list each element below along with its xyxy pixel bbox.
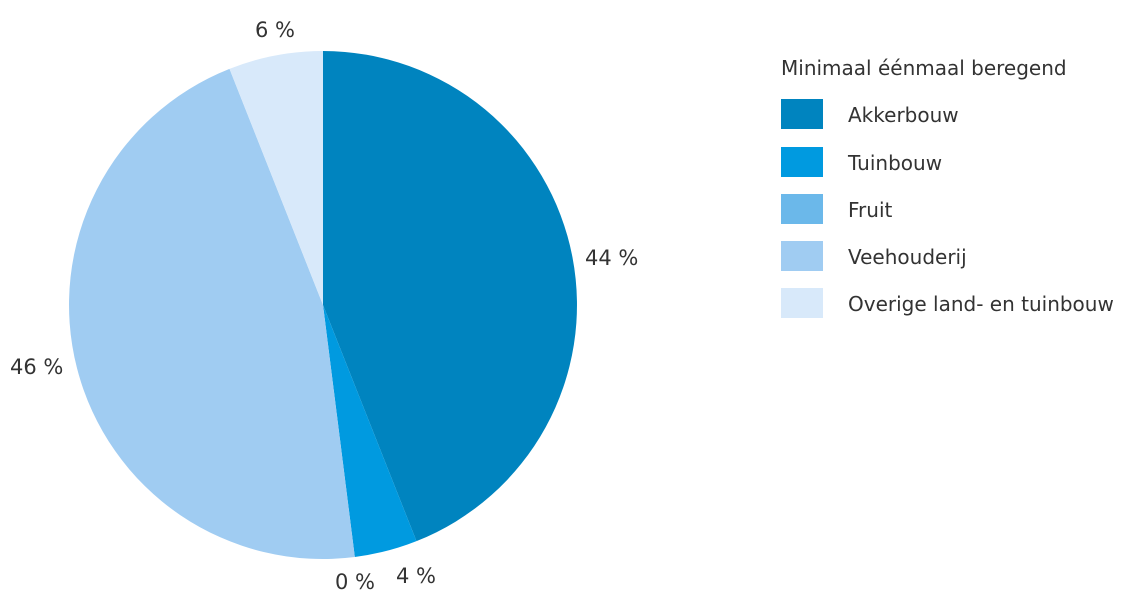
legend-swatch-fruit [781,194,823,224]
legend-swatch-veehouderij [781,241,823,271]
pie-slice-overige [229,51,323,305]
legend-swatch-tuinbouw [781,147,823,177]
legend-label-akkerbouw: Akkerbouw [848,103,959,127]
legend: Minimaal éénmaal beregend Akkerbouw Tuin… [781,56,1114,318]
slice-value-label-tuinbouw: 4 % [396,564,436,588]
pie-slices [69,51,577,560]
slice-value-label-akkerbouw: 44 % [585,246,638,270]
pie-slice-veehouderij [69,68,355,560]
legend-swatch-overige [781,288,823,318]
pie-slice-tuinbouw [323,305,417,557]
legend-title: Minimaal éénmaal beregend [781,56,1067,80]
slice-value-label-overige: 6 % [255,18,295,42]
slice-value-label-fruit: 0 % [335,570,375,594]
legend-label-overige: Overige land- en tuinbouw [848,292,1114,316]
legend-label-tuinbouw: Tuinbouw [847,151,942,175]
legend-label-veehouderij: Veehouderij [848,245,967,269]
legend-swatch-akkerbouw [781,99,823,129]
slice-value-label-veehouderij: 46 % [10,355,63,379]
pie-slice-akkerbouw [323,51,577,542]
legend-label-fruit: Fruit [848,198,893,222]
